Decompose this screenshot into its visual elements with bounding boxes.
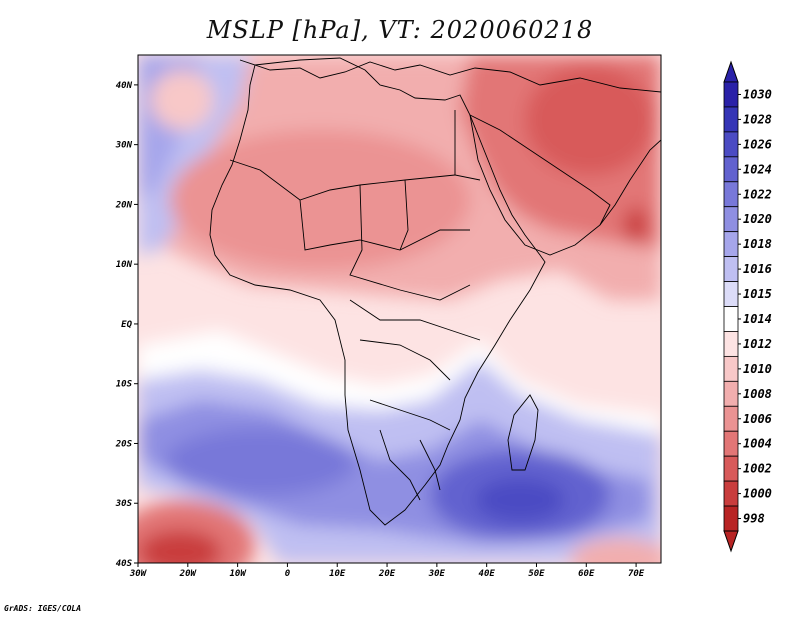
colorbar-label: 998 xyxy=(743,512,765,526)
madagascar xyxy=(507,394,539,471)
lat-tick-label: 20S xyxy=(115,439,133,449)
africa-coastline xyxy=(209,57,546,526)
colorbar-top-arrow xyxy=(723,60,739,83)
colorbar-swatch xyxy=(723,106,739,133)
colorbar-label: 1002 xyxy=(743,462,772,476)
lon-tick-label: 60E xyxy=(578,569,595,579)
grads-credit: GrADS: IGES/COLA xyxy=(4,604,82,613)
colorbar-swatch xyxy=(723,256,739,282)
coastlines xyxy=(209,57,661,526)
lon-tick-label: 20W xyxy=(179,569,198,579)
lat-tick-label: 10S xyxy=(116,380,133,390)
lon-tick-label: 30W xyxy=(129,569,148,579)
colorbar-label: 1016 xyxy=(743,262,772,276)
latitude-axis: 40S 30S 20S 10S EQ 10N 20N 30N 40N xyxy=(115,81,138,569)
colorbar-swatch xyxy=(723,331,739,357)
lon-tick-label: 50E xyxy=(528,569,545,579)
lon-tick-label: 30E xyxy=(428,569,446,579)
southern-ocean-low-east xyxy=(570,538,661,563)
colorbar-label: 1006 xyxy=(743,412,772,426)
colorbar-label: 1028 xyxy=(743,112,772,126)
colorbar-bottom-arrow xyxy=(723,530,739,553)
azores-local-low xyxy=(150,70,214,130)
colorbar-swatch xyxy=(723,455,739,482)
lat-tick-label: 20N xyxy=(115,200,133,210)
arabian-sea-low xyxy=(624,207,648,243)
colorbar-label: 1022 xyxy=(743,187,772,201)
colorbar-swatch xyxy=(723,405,739,432)
colorbar-swatch xyxy=(723,181,739,208)
colorbar-label: 1030 xyxy=(743,87,772,101)
colorbar: 1030 1028 1026 1024 1022 1020 1018 1016 1015 1014… xyxy=(723,60,772,553)
colorbar-label: 1024 xyxy=(743,162,772,176)
lon-tick-label: 40E xyxy=(479,569,496,579)
arabian-coastline xyxy=(469,114,611,256)
lon-tick-label: 70E xyxy=(628,569,645,579)
lat-tick-label: 30S xyxy=(115,499,133,509)
colorbar-swatch xyxy=(723,81,739,108)
map-title: MSLP [hPa], VT: 2020060218 xyxy=(206,16,594,44)
colorbar-swatch xyxy=(723,380,739,407)
colorbar-label: 1008 xyxy=(743,387,772,401)
longitude-axis: 30W 20W 10W 0 10E 20E 30E 40E 50E 60E 70E xyxy=(129,563,645,579)
pressure-field xyxy=(138,55,661,563)
lat-tick-label: 10N xyxy=(116,260,133,270)
lon-tick-label: 10W xyxy=(229,569,247,579)
colorbar-swatch xyxy=(723,306,739,332)
colorbar-label: 1010 xyxy=(743,362,772,376)
colorbar-label: 1012 xyxy=(743,337,772,351)
colorbar-swatch xyxy=(723,505,739,532)
colorbar-label: 1018 xyxy=(743,237,772,251)
europe-coastline xyxy=(239,59,661,93)
plot-frame xyxy=(137,54,662,564)
colorbar-label: 1015 xyxy=(743,287,772,301)
colorbar-swatch xyxy=(723,430,739,457)
lon-tick-label: 10E xyxy=(329,569,346,579)
colorbar-swatch xyxy=(723,355,739,382)
colorbar-label: 1004 xyxy=(743,437,772,451)
colorbar-swatch xyxy=(723,480,739,507)
colorbar-label: 1014 xyxy=(743,312,772,326)
colorbar-swatch xyxy=(723,281,739,307)
lon-tick-label: 0 xyxy=(285,569,291,579)
lat-tick-label: 40S xyxy=(116,559,133,569)
colorbar-swatch xyxy=(723,231,739,258)
lon-tick-label: 20E xyxy=(378,569,396,579)
colorbar-swatch xyxy=(723,156,739,183)
colorbar-swatch xyxy=(723,206,739,233)
colorbar-swatch xyxy=(723,131,739,158)
colorbar-label: 1000 xyxy=(743,487,772,501)
lat-tick-label: EQ xyxy=(121,320,132,330)
colorbar-label: 1026 xyxy=(743,137,772,151)
colorbar-label: 1020 xyxy=(743,212,772,226)
lat-tick-label: 40N xyxy=(116,81,133,91)
lat-tick-label: 30N xyxy=(115,141,133,151)
